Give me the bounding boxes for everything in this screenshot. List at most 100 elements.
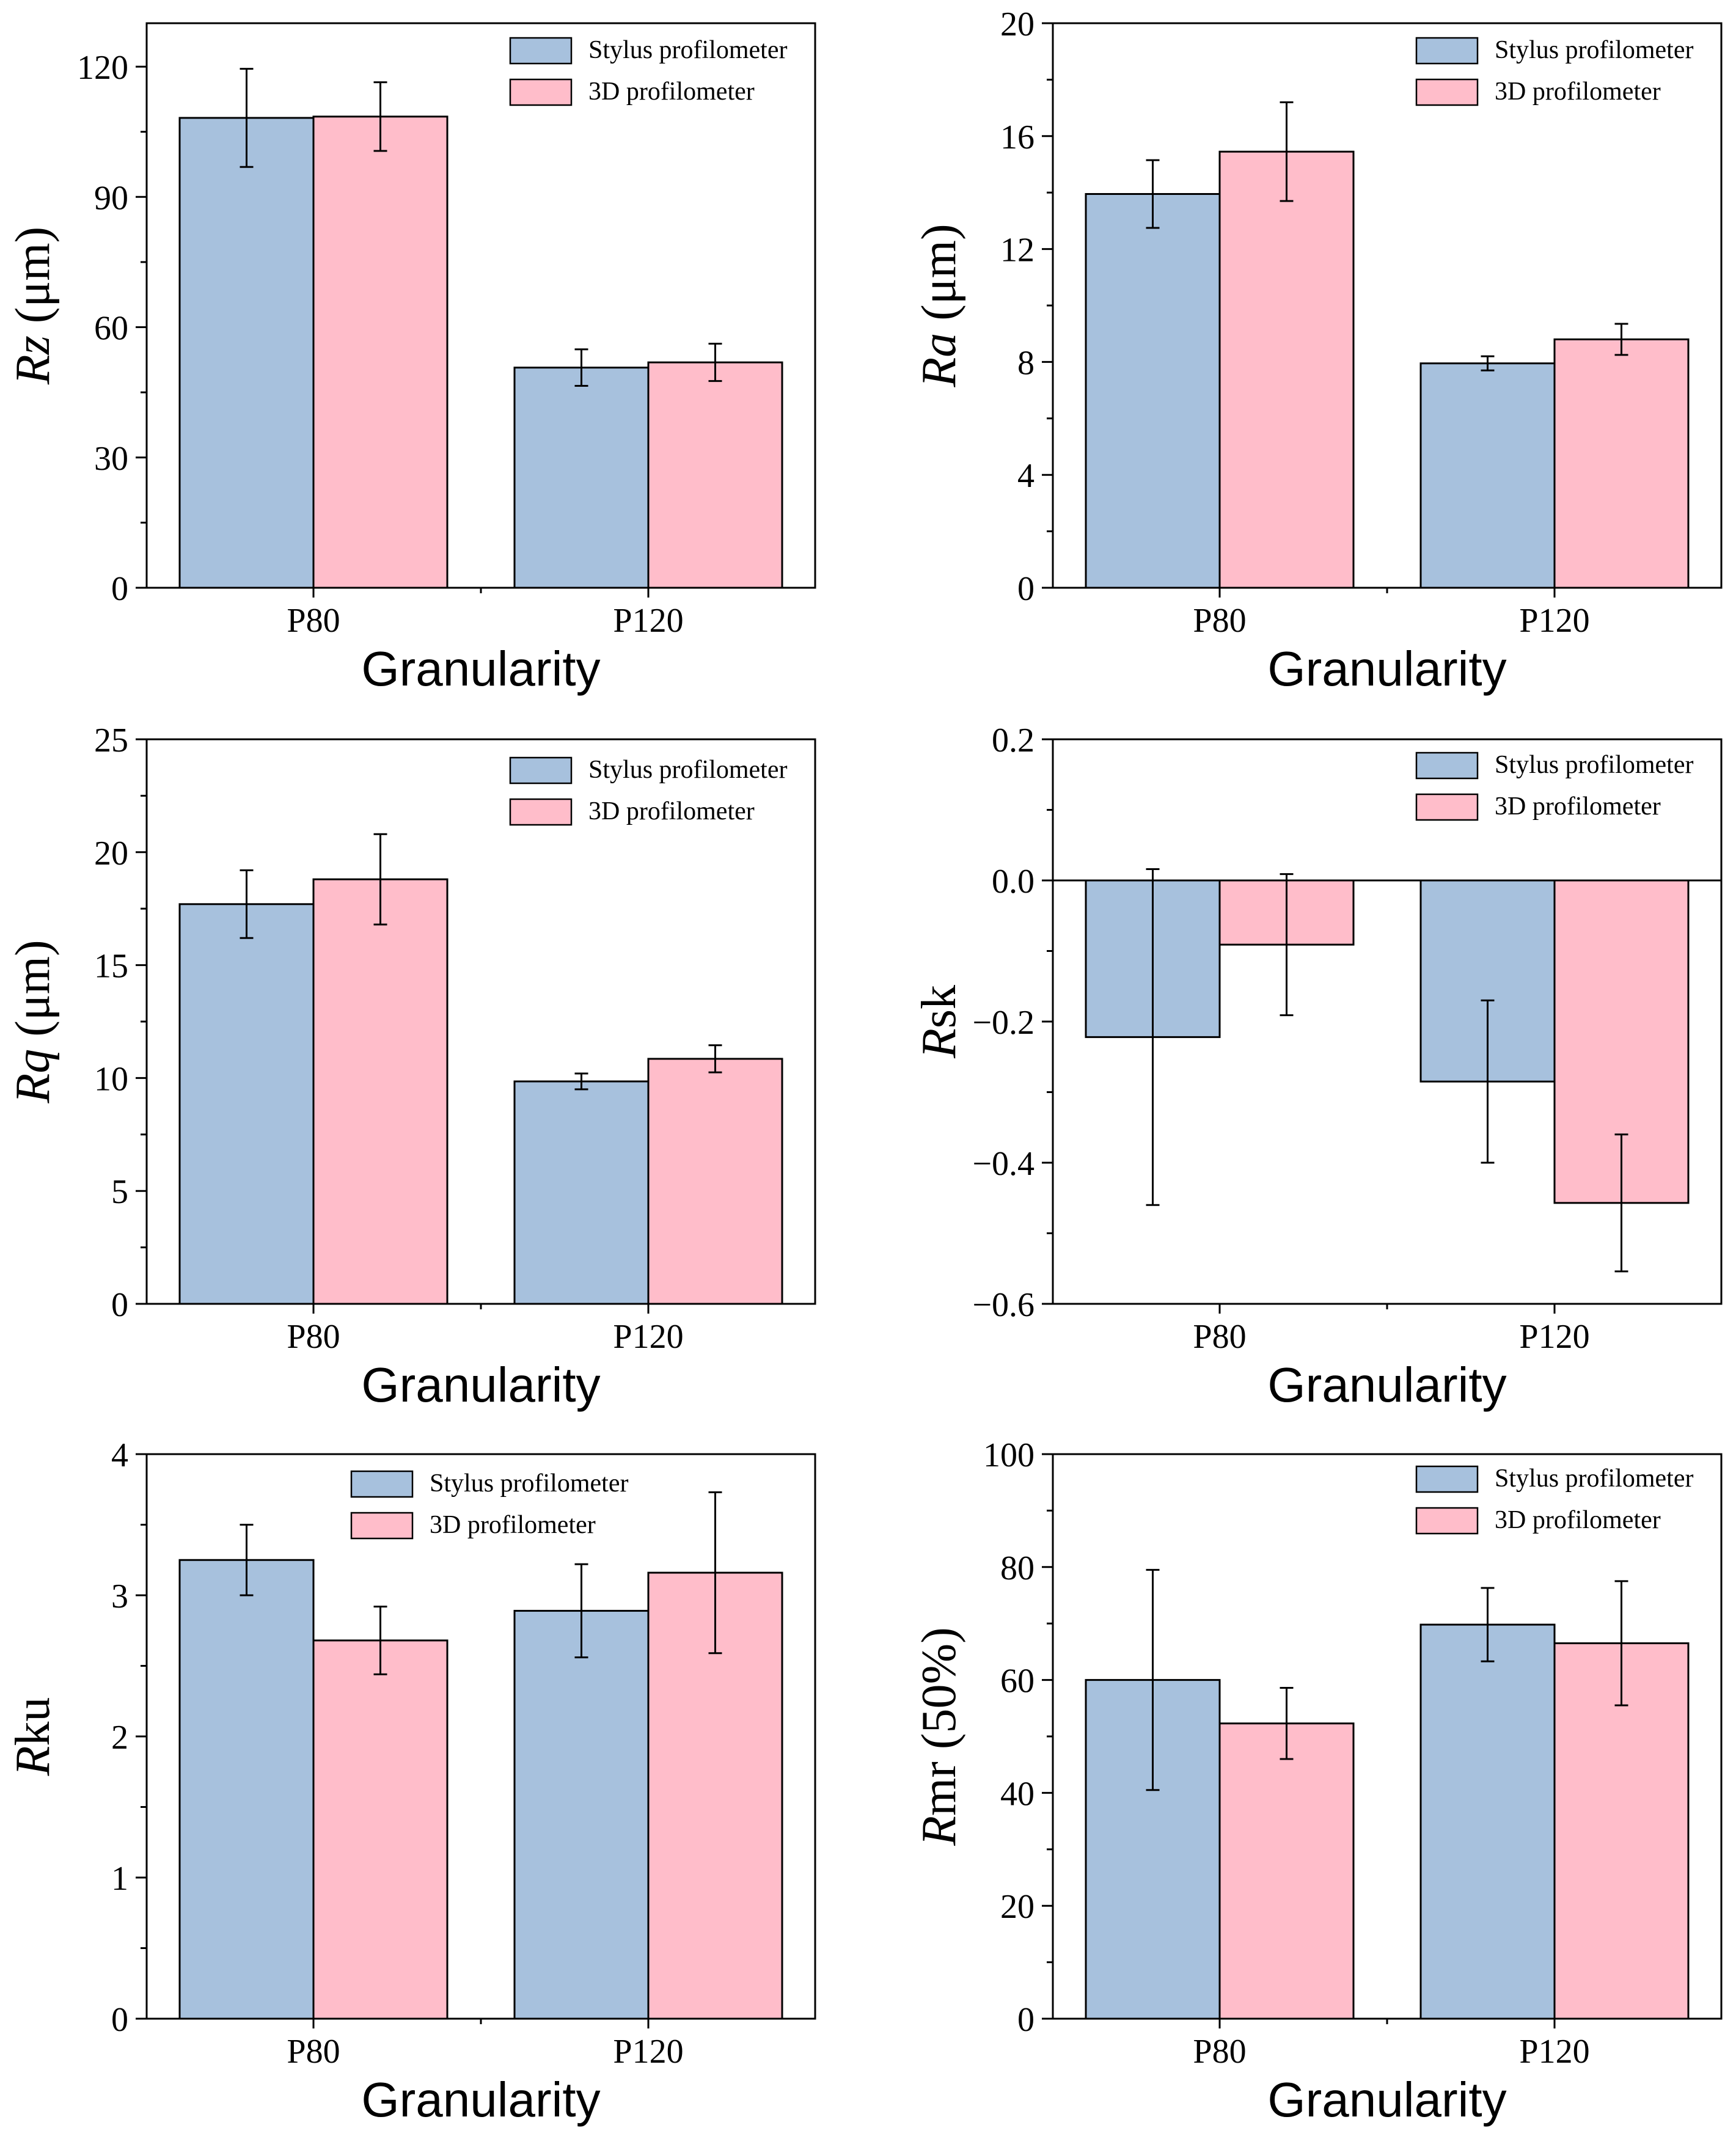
y-tick-label-ra: 4 bbox=[1017, 457, 1035, 495]
y-axis-title-rmr: Rmr (50%) bbox=[912, 1627, 966, 1846]
legend-label-stylus: Stylus profilometer bbox=[430, 1469, 628, 1498]
x-tick-label-p120: P120 bbox=[613, 2033, 683, 2071]
legend-rku: Stylus profilometer 3D profilometer bbox=[350, 1469, 628, 1540]
bar-rq-p80-stylus bbox=[178, 903, 315, 1305]
y-axis-title-rz: Rz (μm) bbox=[6, 227, 60, 385]
legend-label-3d: 3D profilometer bbox=[430, 1511, 596, 1539]
legend-swatch-3d bbox=[350, 1512, 414, 1540]
x-axis-title-rku: Granularity bbox=[361, 2072, 600, 2127]
x-tick-label-p80: P80 bbox=[287, 602, 340, 640]
y-tick-label-rsk: −0.6 bbox=[972, 1286, 1035, 1324]
chart-rz: 0 30 60 90 120 P80 P120 Granularity Rz (μm) Stylu… bbox=[6, 22, 816, 696]
x-axis-title-rsk: Granularity bbox=[1267, 1358, 1506, 1412]
y-tick-label-rmr: 20 bbox=[1000, 1888, 1035, 1926]
y-tick-label-ra: 0 bbox=[1017, 570, 1035, 608]
legend-rq: Stylus profilometer 3D profilometer bbox=[509, 756, 787, 826]
legend-label-stylus: Stylus profilometer bbox=[588, 756, 787, 784]
legend-ra: Stylus profilometer 3D profilometer bbox=[1415, 36, 1693, 106]
y-tick-label-rku: 2 bbox=[111, 1719, 128, 1757]
legend-label-stylus: Stylus profilometer bbox=[1495, 36, 1693, 64]
y-tick-label-rz: 120 bbox=[77, 49, 128, 87]
bar-ra-p80-stylus bbox=[1085, 193, 1221, 589]
legend-swatch-3d bbox=[1415, 78, 1479, 106]
y-tick-label-rq: 25 bbox=[94, 722, 128, 759]
chart-rmr: 0 20 40 60 80 100 P80 P120 Granularity Rmr (50%) S… bbox=[912, 1436, 1723, 2127]
legend-label-stylus: Stylus profilometer bbox=[1495, 751, 1693, 779]
x-axis-title-rq: Granularity bbox=[361, 1358, 600, 1412]
y-axis-title-rest: (μm) bbox=[6, 940, 60, 1048]
x-tick-label-p80: P80 bbox=[287, 1318, 340, 1356]
chart-rsk: −0.6 −0.4 −0.2 0.0 0.2 P80 P120 Granularity Rsk S… bbox=[912, 722, 1723, 1412]
chart-rq: 0 5 10 15 20 25 P80 P120 Granularity Rq (μm) Stylu… bbox=[6, 722, 816, 1412]
legend-swatch-stylus bbox=[350, 1470, 414, 1498]
y-axis-title-rku: Rku bbox=[6, 1697, 60, 1777]
x-tick-label-p120: P120 bbox=[1519, 2033, 1589, 2071]
legend-label-3d: 3D profilometer bbox=[588, 797, 755, 825]
y-axis-title-italic: Ra bbox=[912, 333, 966, 388]
legend-label-stylus: Stylus profilometer bbox=[588, 36, 787, 64]
y-axis-title-rq: Rq (μm) bbox=[6, 940, 60, 1103]
y-tick-label-ra: 12 bbox=[1000, 232, 1035, 269]
chart-rku: 0 1 2 3 4 P80 P120 Granularity Rku Stylus profilo… bbox=[6, 1436, 816, 2127]
y-tick-label-rku: 4 bbox=[111, 1436, 128, 1474]
x-tick-label-p80: P80 bbox=[1193, 602, 1246, 640]
bar-rku-p80-3d bbox=[312, 1639, 449, 2020]
x-tick-label-p120: P120 bbox=[1519, 1318, 1589, 1356]
x-tick-label-p80: P80 bbox=[1193, 1318, 1246, 1356]
legend-swatch-stylus bbox=[1415, 1465, 1479, 1493]
bar-rmr-p80-3d bbox=[1218, 1722, 1355, 2020]
y-tick-label-rmr: 100 bbox=[983, 1436, 1035, 1474]
legend-swatch-stylus bbox=[509, 756, 573, 785]
y-tick-label-rq: 15 bbox=[94, 948, 128, 986]
y-tick-label-rku: 3 bbox=[111, 1578, 128, 1615]
legend-swatch-stylus bbox=[1415, 752, 1479, 780]
y-tick-label-rmr: 80 bbox=[1000, 1549, 1035, 1587]
legend-label-3d: 3D profilometer bbox=[1495, 1506, 1661, 1534]
y-axis-title-rest: (μm) bbox=[912, 224, 966, 332]
legend-swatch-3d bbox=[509, 798, 573, 826]
bar-rz-p80-stylus bbox=[178, 117, 315, 589]
x-tick-label-p80: P80 bbox=[1193, 2033, 1246, 2071]
x-tick-label-p120: P120 bbox=[1519, 602, 1589, 640]
y-tick-label-rsk: −0.4 bbox=[972, 1145, 1035, 1183]
y-tick-label-ra: 8 bbox=[1017, 344, 1035, 382]
legend-label-3d: 3D profilometer bbox=[588, 78, 755, 106]
y-tick-label-rku: 0 bbox=[111, 2001, 128, 2039]
chart-ra: 0 4 8 12 16 20 P80 P120 Granularity Ra (μm) Stylus… bbox=[912, 5, 1723, 696]
y-tick-label-ra: 20 bbox=[1000, 5, 1035, 43]
bar-rmr-p120-stylus bbox=[1419, 1623, 1556, 2020]
bar-rz-p120-3d bbox=[647, 361, 783, 589]
x-axis-title-ra: Granularity bbox=[1267, 642, 1506, 696]
bar-ra-p120-stylus bbox=[1419, 362, 1556, 589]
y-tick-label-rsk: 0.0 bbox=[992, 863, 1035, 901]
legend-swatch-3d bbox=[1415, 1507, 1479, 1535]
y-axis-title-rest: sk bbox=[912, 985, 966, 1028]
y-tick-label-rmr: 40 bbox=[1000, 1775, 1035, 1813]
y-tick-label-rmr: 0 bbox=[1017, 2001, 1035, 2039]
y-axis-title-rest: ku bbox=[6, 1697, 60, 1746]
x-axis-title-rz: Granularity bbox=[361, 642, 600, 696]
y-axis-title-rest: mr (50%) bbox=[912, 1627, 966, 1816]
x-tick-label-p120: P120 bbox=[613, 1318, 683, 1356]
y-axis-title-italic: R bbox=[912, 1816, 966, 1846]
x-axis-title-rmr: Granularity bbox=[1267, 2072, 1506, 2127]
y-tick-label-rsk: 0.2 bbox=[992, 722, 1035, 759]
legend-rmr: Stylus profilometer 3D profilometer bbox=[1415, 1465, 1693, 1535]
bar-rq-p80-3d bbox=[312, 878, 449, 1305]
bar-rz-p80-3d bbox=[312, 115, 449, 589]
legend-label-3d: 3D profilometer bbox=[1495, 792, 1661, 821]
y-axis-title-rsk: Rsk bbox=[912, 985, 966, 1059]
bar-rku-p120-stylus bbox=[513, 1609, 650, 2020]
legend-swatch-3d bbox=[1415, 793, 1479, 821]
y-axis-title-italic: Rq bbox=[6, 1049, 60, 1104]
y-tick-label-rsk: −0.2 bbox=[972, 1004, 1035, 1042]
y-tick-label-rz: 60 bbox=[94, 310, 128, 348]
bar-rq-p120-3d bbox=[647, 1058, 783, 1305]
y-axis-title-ra: Ra (μm) bbox=[912, 224, 966, 387]
y-tick-label-rq: 0 bbox=[111, 1286, 128, 1324]
y-axis-title-italic: Rz bbox=[6, 335, 60, 385]
y-tick-label-rz: 90 bbox=[94, 179, 128, 217]
bar-ra-p80-3d bbox=[1218, 150, 1355, 589]
legend-swatch-3d bbox=[509, 78, 573, 106]
